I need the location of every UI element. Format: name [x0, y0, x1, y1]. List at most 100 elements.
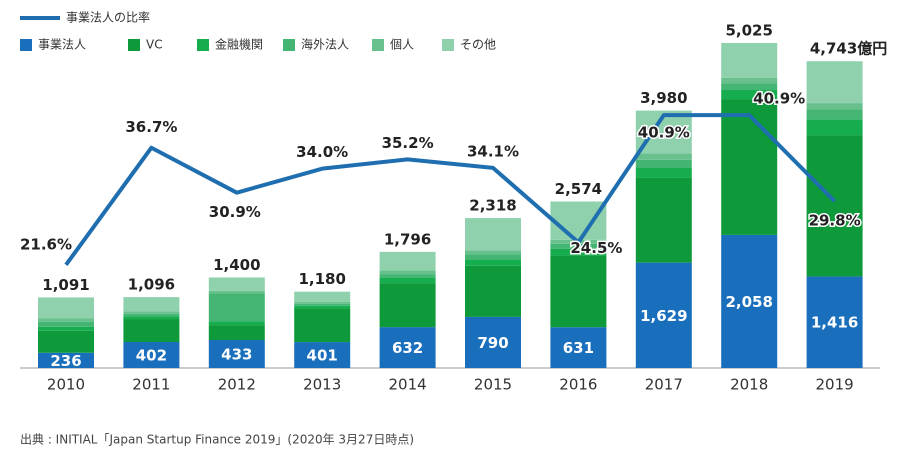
x-tick-label: 2016: [559, 376, 597, 394]
x-tick-label: 2018: [730, 376, 768, 394]
segment-label: 2,058: [725, 293, 772, 311]
bar-segment: [379, 270, 436, 275]
ratio-line: [64, 113, 837, 267]
bar-segment: [806, 61, 863, 104]
bar-segment: [550, 255, 607, 328]
bar-segment: [38, 297, 94, 319]
ratio-label: 29.8%: [809, 212, 861, 230]
bar-segment: [294, 303, 351, 306]
bar-segment: [806, 135, 863, 277]
bar-segment: [379, 327, 436, 368]
segment-label: 401: [307, 347, 338, 365]
legend-swatch: [442, 39, 454, 51]
bar-segment: [123, 313, 180, 317]
bar-segment: [294, 305, 351, 309]
bar-segment: [379, 274, 436, 278]
bar-segment: [721, 77, 778, 84]
x-tick-label: 2017: [645, 376, 683, 394]
ratio-label: 24.5%: [570, 239, 622, 257]
bar-segment: [550, 201, 607, 240]
ratio-label: 34.0%: [296, 143, 348, 161]
bar-segment: [38, 318, 94, 322]
total-label: 5,025: [725, 22, 772, 40]
ratio-label: 30.9%: [209, 203, 261, 221]
total-label: 1,400: [213, 256, 260, 274]
ratio-label: 36.7%: [125, 118, 177, 136]
legend-label: 個人: [390, 38, 414, 52]
bar-segment: [465, 259, 521, 266]
bar-segment: [721, 43, 778, 78]
x-tick-label: 2011: [132, 376, 170, 394]
bar-segment: [208, 325, 265, 340]
bar-segment: [721, 90, 778, 100]
legend-swatch: [197, 39, 209, 51]
segment-label: 402: [136, 347, 167, 365]
bar-segment: [465, 316, 521, 368]
bar-segment: [379, 283, 436, 328]
bar-segment: [635, 159, 692, 168]
bar-segment: [465, 254, 521, 260]
ratio-label: 40.9%: [638, 124, 690, 142]
bar-segment: [379, 277, 436, 284]
bar-segment: [635, 167, 692, 178]
legend-label: 海外法人: [301, 37, 349, 52]
total-label: 3,980: [640, 89, 687, 107]
bar-segment: [806, 119, 863, 136]
bar-segment: [806, 276, 863, 368]
bar-segment: [721, 234, 778, 368]
legend-label: 事業法人の比率: [66, 10, 150, 25]
total-label: 1,096: [128, 276, 175, 294]
x-tick-label: 2013: [303, 376, 341, 394]
total-label: 1,091: [42, 276, 89, 294]
bar-segment: [38, 326, 94, 331]
bar-segment: [208, 321, 265, 326]
segment-label: 631: [563, 339, 594, 357]
legend-swatch: [20, 39, 32, 51]
legend-label: 事業法人: [38, 38, 86, 52]
total-label: 2,318: [469, 197, 516, 215]
bar-segment: [806, 109, 863, 120]
legend-swatch: [128, 39, 140, 51]
segment-label: 790: [477, 334, 508, 352]
bar-segment: [38, 330, 94, 353]
bar-segment: [379, 251, 436, 271]
ratio-label: 34.1%: [467, 142, 519, 160]
bar-segment: [208, 277, 265, 291]
legend-swatch: [372, 39, 384, 51]
bar-segment: [208, 293, 265, 322]
bar-segment: [294, 342, 351, 368]
bar-segment: [208, 339, 265, 368]
bar-segment: [721, 99, 778, 235]
bar-segment: [806, 103, 863, 110]
x-tick-label: 2010: [47, 376, 85, 394]
bar-segment: [550, 248, 607, 256]
legend-label: その他: [460, 38, 496, 52]
segment-label: 1,416: [811, 314, 858, 332]
bar-segment: [123, 311, 180, 314]
segment-label: 236: [50, 352, 81, 370]
total-label: 1,180: [298, 270, 345, 288]
legend-label: 金融機関: [215, 37, 263, 52]
legend-swatch: [283, 39, 295, 51]
bar-segment: [294, 291, 351, 302]
bar-segment: [721, 83, 778, 91]
bar-segment: [550, 243, 607, 249]
bar-segment: [465, 250, 521, 255]
bar-segment: [123, 342, 180, 368]
bar-segment: [635, 153, 692, 160]
bar-segment: [38, 352, 94, 368]
legend-label: VC: [146, 38, 163, 52]
ratio-label: 21.6%: [20, 235, 72, 253]
x-tick-label: 2019: [816, 376, 854, 394]
bar-segment: [123, 316, 180, 320]
ratio-label: 40.9%: [753, 90, 805, 108]
bar-segment: [294, 301, 351, 304]
total-label: 4,743億円: [810, 40, 887, 58]
segment-label: 433: [221, 345, 252, 363]
bar-segment: [38, 321, 94, 327]
bar-segment: [123, 319, 180, 342]
x-tick-label: 2015: [474, 376, 512, 394]
ratio-label: 35.2%: [382, 134, 434, 152]
source: 出典 : INITIAL「Japan Startup Finance 2019」…: [20, 433, 414, 447]
bar-segment: [635, 177, 692, 263]
